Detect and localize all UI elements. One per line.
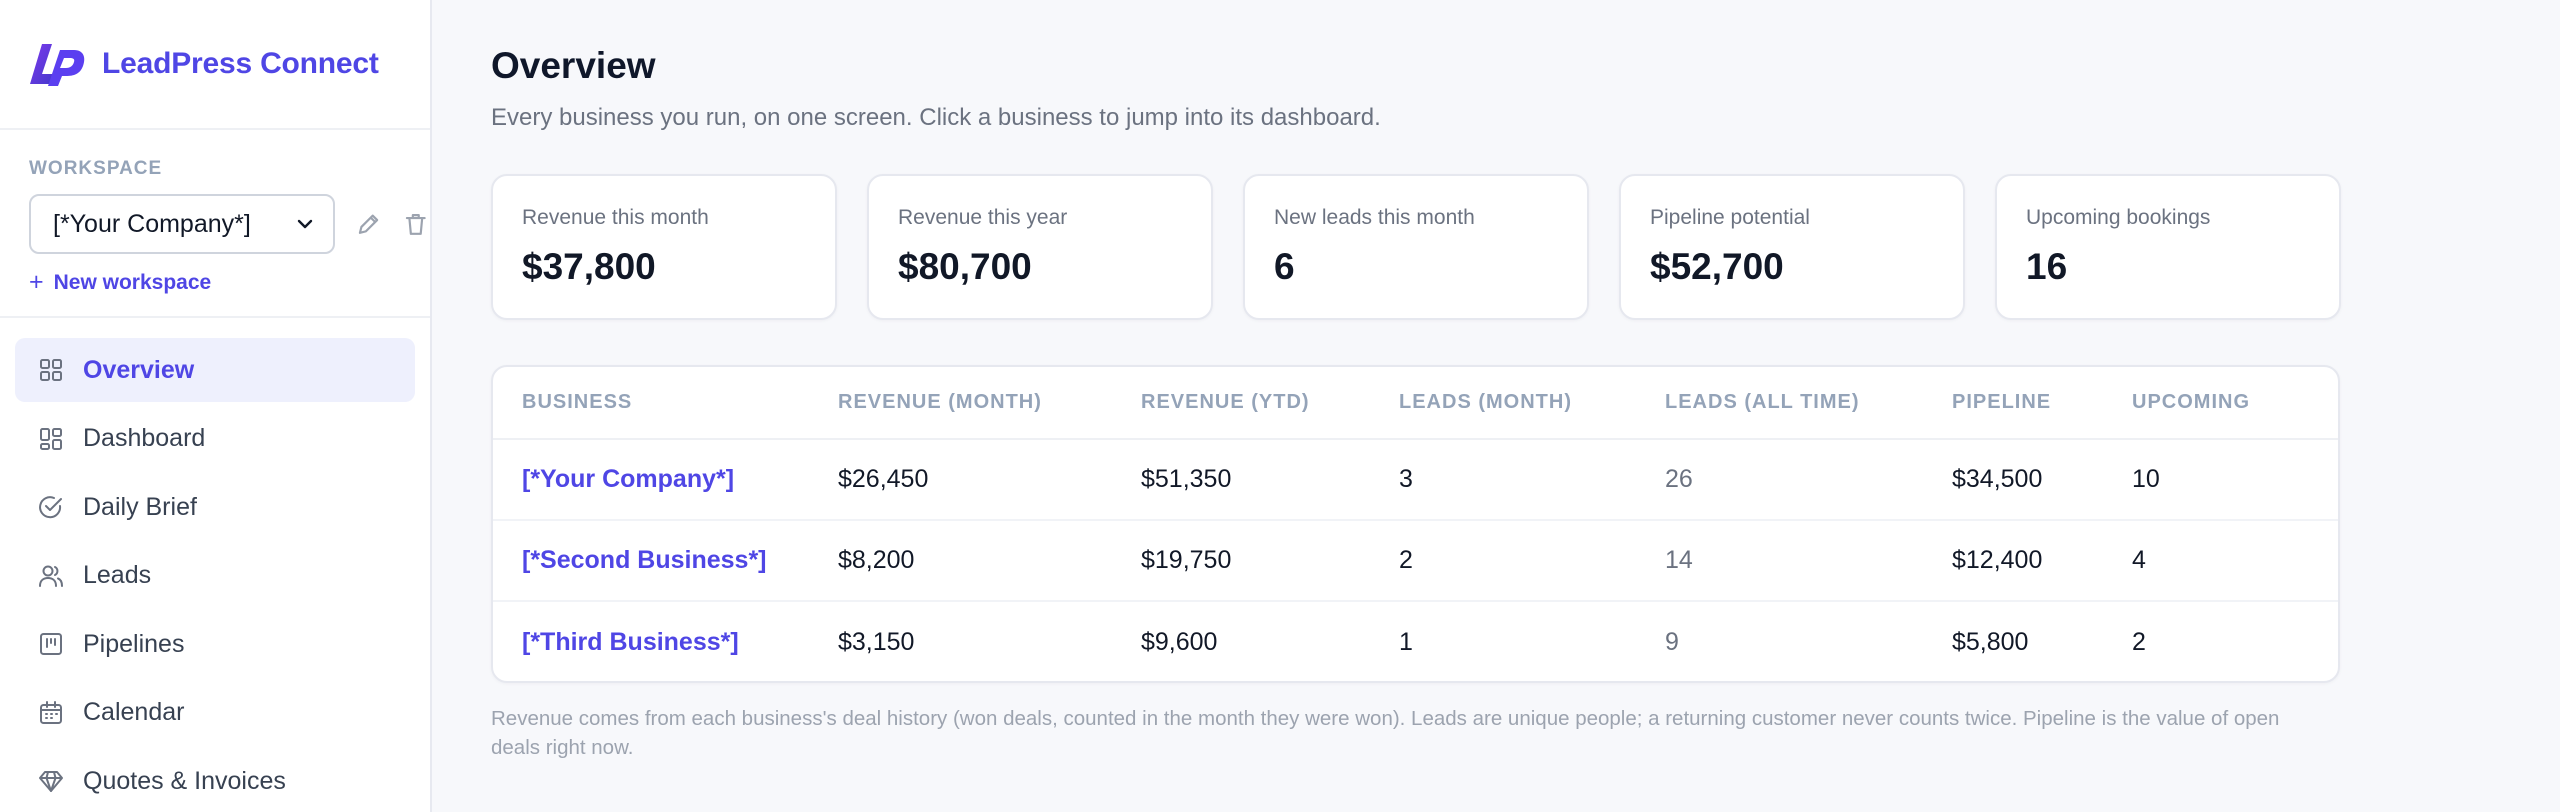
- nav-item-quotes-invoices[interactable]: Quotes & Invoices: [15, 749, 415, 812]
- gem-icon: [39, 771, 63, 792]
- stat-cards: Revenue this month $37,800 Revenue this …: [491, 174, 2341, 320]
- stat-value: $80,700: [898, 246, 1032, 287]
- stat-value: $52,700: [1650, 246, 1784, 287]
- users-icon: [39, 565, 63, 587]
- new-workspace-button[interactable]: + New workspace: [29, 268, 430, 297]
- revenue-month-cell: $26,450: [838, 439, 1141, 521]
- sidebar: LeadPress Connect WORKSPACE [*Your Compa…: [0, 0, 432, 812]
- revenue-month-cell: $8,200: [838, 520, 1141, 602]
- stat-label: Pipeline potential: [1650, 206, 1810, 229]
- leads-all-time-cell: 9: [1665, 627, 1679, 656]
- workspace-section: WORKSPACE [*Your Company*] + New workspa…: [0, 130, 430, 318]
- column-header-revenue-ytd: Revenue (YTD): [1141, 367, 1399, 440]
- workspace-select-value: [*Your Company*]: [53, 209, 251, 238]
- chevron-down-icon: [297, 219, 313, 229]
- stat-label: Revenue this year: [898, 206, 1068, 229]
- revenue-ytd-cell: $51,350: [1141, 439, 1399, 521]
- stat-card-revenue-year: Revenue this year $80,700: [867, 174, 1213, 320]
- leads-month-cell: 1: [1399, 627, 1413, 656]
- stat-value: $37,800: [522, 246, 656, 287]
- footnote: Revenue comes from each business's deal …: [491, 707, 2280, 759]
- nav-label-overview: Overview: [83, 355, 195, 384]
- stat-card-new-leads: New leads this month 6: [1243, 174, 1589, 320]
- leads-all-time-cell: 26: [1665, 439, 1952, 521]
- stat-card-revenue-month: Revenue this month $37,800: [491, 174, 837, 320]
- stat-label: Upcoming bookings: [2026, 206, 2211, 229]
- table-row[interactable]: [*Second Business*] $8,200 $19,750 2 14 …: [493, 520, 2338, 602]
- brand-name: LeadPress Connect: [102, 47, 379, 80]
- pipeline-cell: $34,500: [1952, 439, 2132, 521]
- kanban-icon: [40, 633, 62, 655]
- column-header-leads-all-time: Leads (all time): [1665, 367, 1952, 440]
- column-header-leads-month: Leads (month): [1399, 367, 1665, 440]
- upcoming-cell: 4: [2132, 520, 2338, 602]
- nav-item-dashboard[interactable]: Dashboard: [15, 407, 415, 471]
- dashboard-icon: [40, 427, 62, 450]
- workspace-label: WORKSPACE: [29, 158, 163, 179]
- upcoming-cell: 2: [2132, 627, 2146, 656]
- stat-label: Revenue this month: [522, 206, 709, 229]
- nav-item-daily-brief[interactable]: Daily Brief: [15, 475, 415, 539]
- nav-item-calendar[interactable]: Calendar: [15, 681, 415, 745]
- stat-card-upcoming-bookings: Upcoming bookings 16: [1995, 174, 2341, 320]
- grid-icon: [40, 359, 62, 381]
- page-subtitle: Every business you run, on one screen. C…: [491, 104, 1381, 131]
- nav-label-calendar: Calendar: [83, 698, 185, 726]
- stat-card-pipeline-potential: Pipeline potential $52,700: [1619, 174, 1965, 320]
- leads-month-cell: 3: [1399, 439, 1665, 521]
- leadpress-logo-icon: [30, 44, 85, 86]
- business-link[interactable]: [*Your Company*]: [493, 439, 838, 521]
- business-table: Business Revenue (month) Revenue (YTD) L…: [491, 365, 2340, 683]
- brand[interactable]: LeadPress Connect: [0, 0, 430, 130]
- new-workspace-label: New workspace: [53, 270, 212, 294]
- column-header-revenue-month: Revenue (month): [838, 367, 1141, 440]
- nav-label-dashboard: Dashboard: [83, 424, 206, 452]
- workspace-select[interactable]: [*Your Company*]: [29, 194, 335, 254]
- business-link[interactable]: [*Third Business*]: [522, 627, 739, 656]
- table-row[interactable]: [*Your Company*] $26,450 $51,350 3 26 $3…: [493, 439, 2338, 521]
- trash-icon[interactable]: [402, 210, 430, 238]
- column-header-business: Business: [493, 367, 838, 440]
- table-header-row: Business Revenue (month) Revenue (YTD) L…: [493, 367, 2338, 440]
- revenue-month-cell: $3,150: [838, 627, 915, 656]
- nav-label-quotes-invoices: Quotes & Invoices: [83, 766, 286, 795]
- page-title: Overview: [491, 45, 656, 86]
- stat-value: 6: [1274, 246, 1295, 287]
- check-circle-icon: [39, 496, 62, 519]
- stat-label: New leads this month: [1274, 206, 1475, 229]
- calendar-icon: [40, 700, 62, 724]
- revenue-ytd-cell: $19,750: [1141, 520, 1399, 602]
- nav-label-daily-brief: Daily Brief: [83, 492, 197, 521]
- stat-value: 16: [2026, 246, 2068, 287]
- upcoming-cell: 10: [2132, 439, 2338, 521]
- revenue-ytd-cell: $9,600: [1141, 627, 1218, 656]
- nav-item-pipelines[interactable]: Pipelines: [15, 612, 415, 676]
- business-link[interactable]: [*Second Business*]: [493, 520, 838, 602]
- column-header-upcoming: Upcoming: [2132, 367, 2338, 440]
- table-row[interactable]: [*Third Business*] $3,150 $9,600 1 9 $5,…: [493, 601, 2338, 681]
- nav-label-pipelines: Pipelines: [83, 629, 185, 658]
- column-header-pipeline: Pipeline: [1952, 367, 2132, 440]
- nav-label-leads: Leads: [83, 561, 152, 589]
- edit-pencil-icon[interactable]: [355, 210, 383, 238]
- pipeline-cell: $12,400: [1952, 520, 2132, 602]
- sidebar-nav: Overview Dashboard Daily Brief: [0, 318, 430, 812]
- leads-month-cell: 2: [1399, 520, 1665, 602]
- pipeline-cell: $5,800: [1952, 627, 2029, 656]
- nav-item-overview[interactable]: Overview: [15, 338, 415, 402]
- plus-icon: +: [29, 268, 44, 296]
- nav-item-leads[interactable]: Leads: [15, 544, 415, 608]
- leads-all-time-cell: 14: [1665, 520, 1952, 602]
